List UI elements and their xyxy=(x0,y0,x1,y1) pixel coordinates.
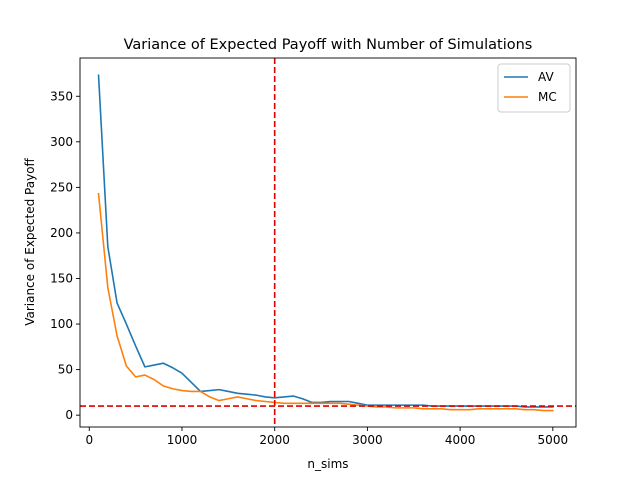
y-tick-label-300: 300 xyxy=(50,135,73,149)
y-tick-label-50: 50 xyxy=(58,363,73,377)
legend-label-mc: MC xyxy=(538,90,557,104)
x-tick-label-1000: 1000 xyxy=(167,433,198,447)
x-axis-title: n_sims xyxy=(307,457,348,471)
x-tick-label-0: 0 xyxy=(85,433,93,447)
x-tick-label-5000: 5000 xyxy=(538,433,569,447)
x-tick-label-2000: 2000 xyxy=(259,433,290,447)
chart-title: Variance of Expected Payoff with Number … xyxy=(124,37,533,53)
legend-label-av: AV xyxy=(538,70,554,84)
series-line-mc xyxy=(97,192,554,412)
y-tick-label-200: 200 xyxy=(50,226,73,240)
y-tick-label-350: 350 xyxy=(50,89,73,103)
x-tick-label-3000: 3000 xyxy=(352,433,383,447)
plot-frame xyxy=(79,57,577,428)
y-tick-label-0: 0 xyxy=(65,408,73,422)
plot-area: 0 1000 2000 3000 4000 5000 0 50 100 150 200 250 300 3… xyxy=(50,57,577,447)
y-tick-label-100: 100 xyxy=(50,317,73,331)
y-axis-title: Variance of Expected Payoff xyxy=(23,157,37,325)
x-tick-label-4000: 4000 xyxy=(445,433,476,447)
legend-box xyxy=(497,63,571,113)
y-tick-label-150: 150 xyxy=(50,271,73,285)
y-tick-label-250: 250 xyxy=(50,180,73,194)
